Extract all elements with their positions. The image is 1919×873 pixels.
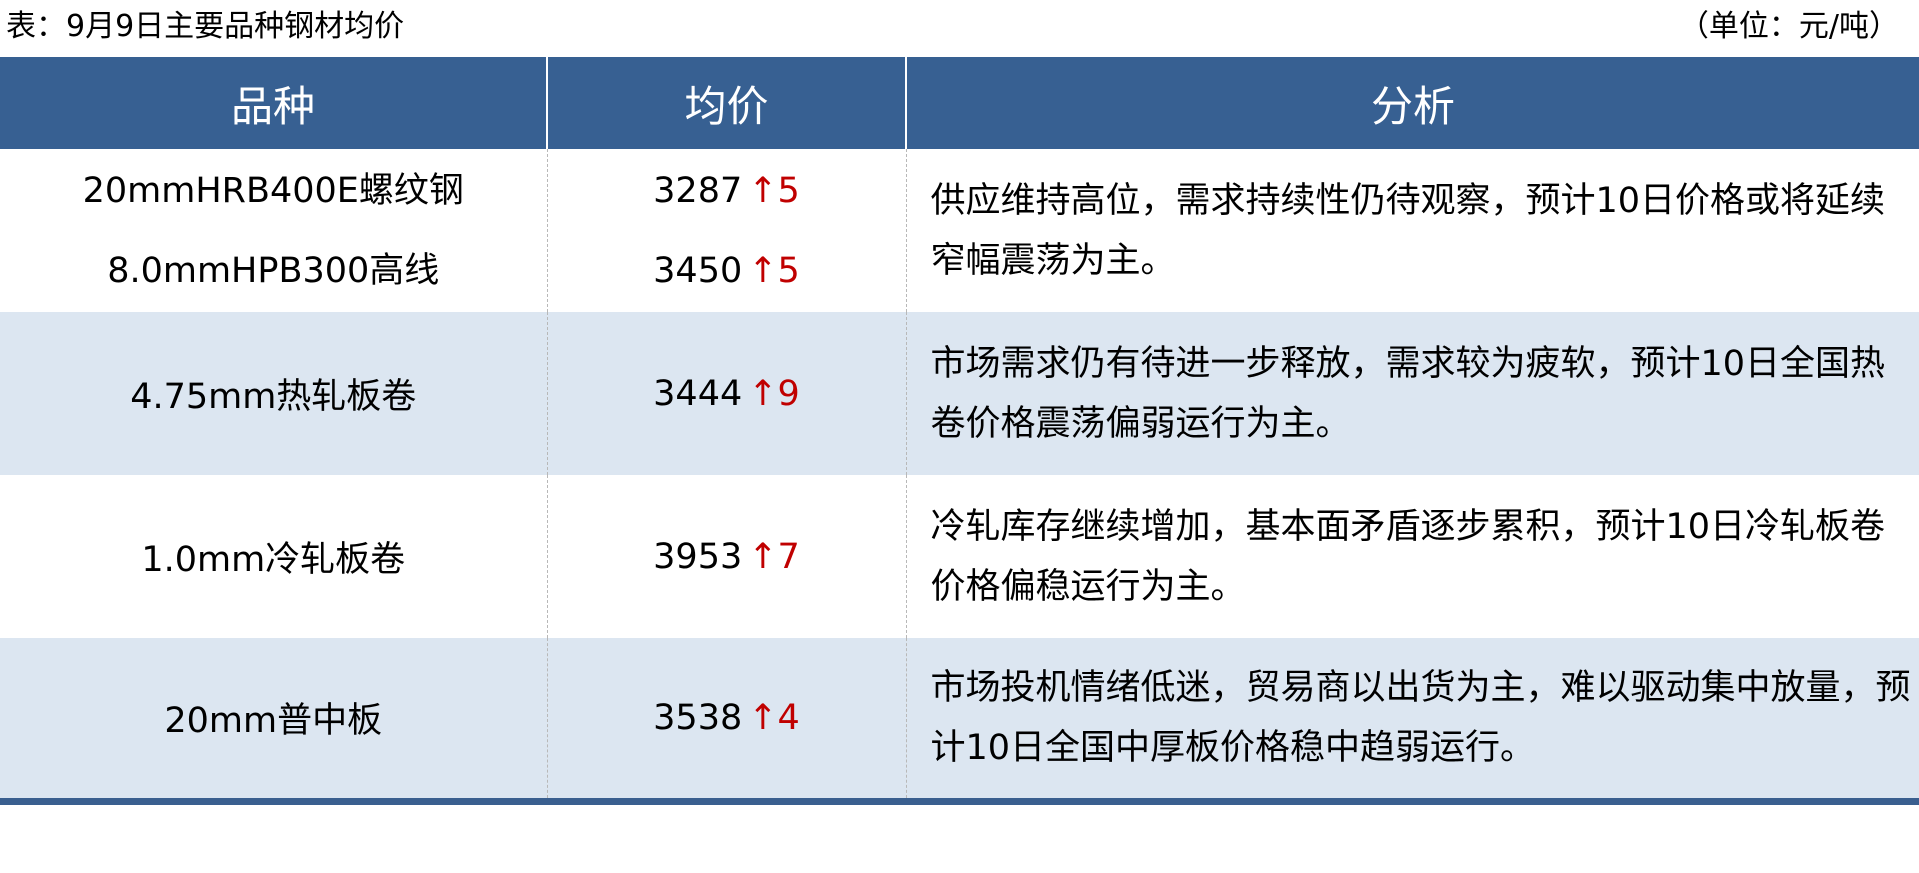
header-variety: 品种 (0, 57, 548, 149)
analysis-cell: 冷轧库存继续增加，基本面矛盾逐步累积，预计10日冷轧板卷价格偏稳运行为主。 (930, 506, 1886, 607)
header-row: 品种 均价 分析 (0, 57, 1919, 149)
price-cell: 3287 ↑5 3450 ↑5 (547, 149, 907, 312)
analysis-cell: 供应维持高位，需求持续性仍待观察，预计10日价格或将延续窄幅震荡为主。 (930, 180, 1886, 281)
price-value: 3450 (653, 250, 743, 291)
table-row: 20mmHRB400E螺纹钢 8.0mmHPB300高线 3287 ↑5 3450… (0, 149, 1919, 312)
analysis-cell: 市场需求仍有待进一步释放，需求较为疲软，预计10日全国热卷价格震荡偏弱运行为主。 (906, 312, 1919, 475)
price-change-up: ↑4 (748, 697, 800, 738)
price-value: 3444 (653, 373, 743, 414)
table-row: 1.0mm冷轧板卷 3953 ↑7 冷轧库存继续增加，基本面矛盾逐步累积，预计10… (0, 475, 1919, 638)
header-avg-price: 均价 (547, 57, 907, 149)
unit-label: （单位：元/吨） (1678, 9, 1899, 44)
price-change-up: ↑9 (748, 373, 800, 414)
table-row: 20mm普中板 3538 ↑4 市场投机情绪低迷，贸易商以出货为主，难以驱动集中放… (0, 638, 1919, 805)
variety-cell: 20mmHRB400E螺纹钢 8.0mmHPB300高线 (0, 149, 548, 312)
table-row: 4.75mm热轧板卷 3444 ↑9 市场需求仍有待进一步释放，需求较为疲软，预计… (0, 312, 1919, 475)
steel-price-table: 品种 均价 分析 20mmHRB400E螺纹钢 8.0mmHPB300高线 32… (0, 57, 1919, 805)
variety-name: 20mm普中板 (0, 638, 548, 805)
price-change-up: ↑7 (748, 536, 800, 577)
price-change-up: ↑5 (748, 170, 800, 211)
price-value: 3287 (653, 170, 743, 211)
header-analysis: 分析 (906, 57, 1919, 149)
price-value: 3538 (653, 697, 743, 738)
variety-name: 4.75mm热轧板卷 (0, 312, 548, 475)
table-title: 表：9月9日主要品种钢材均价 (6, 9, 405, 44)
price-change-up: ↑5 (748, 250, 800, 291)
variety-name: 1.0mm冷轧板卷 (0, 475, 548, 638)
analysis-cell: 市场投机情绪低迷，贸易商以出货为主，难以驱动集中放量，预计10日全国中厚板价格稳… (906, 638, 1919, 805)
variety-name: 20mmHRB400E螺纹钢 (82, 170, 464, 211)
price-cell: 3953 ↑7 (547, 475, 907, 638)
variety-name: 8.0mmHPB300高线 (107, 250, 440, 291)
price-cell: 3444 ↑9 (547, 312, 907, 475)
price-cell: 3538 ↑4 (547, 638, 907, 805)
price-value: 3953 (653, 536, 743, 577)
